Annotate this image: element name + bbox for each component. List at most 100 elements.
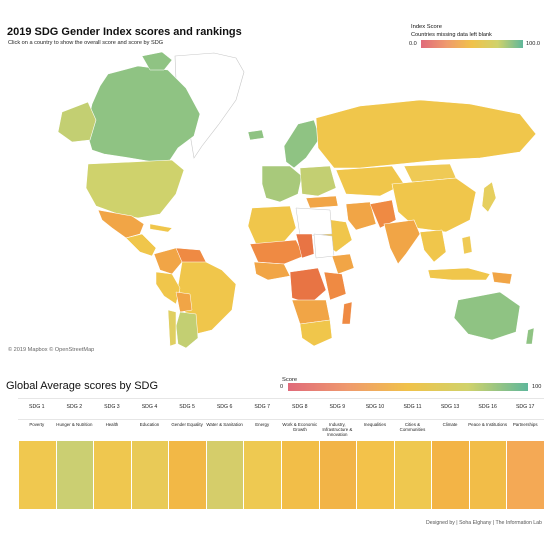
sdg-name: Energy <box>255 422 270 427</box>
index-score-color-scale <box>421 40 523 48</box>
country-sahel[interactable] <box>249 239 305 265</box>
sdg-grid-divider-line <box>18 419 544 420</box>
sdg-score-cell[interactable] <box>356 441 394 509</box>
sdg-score-cell[interactable] <box>281 441 319 509</box>
sdg-column[interactable]: SDG 10 Inequalities <box>356 398 394 509</box>
country-india[interactable] <box>383 219 421 265</box>
country-united-states[interactable] <box>85 159 185 219</box>
sdg-code: SDG 9 <box>329 404 346 410</box>
country-bolivia[interactable] <box>175 291 193 313</box>
world-choropleth-map[interactable] <box>0 48 550 348</box>
country-chile[interactable] <box>167 309 177 347</box>
sdg-code: SDG 7 <box>254 404 270 410</box>
sdg-column[interactable]: SDG 7 Energy <box>243 398 281 509</box>
sdg-score-cell[interactable] <box>431 441 469 509</box>
sdg-column[interactable]: SDG 2 Hunger & Nutrition <box>55 398 94 509</box>
sdg-name: Health <box>105 422 119 427</box>
country-kazakhstan[interactable] <box>335 165 405 197</box>
country-alaska[interactable] <box>57 101 97 143</box>
sdg-column[interactable]: SDG 4 Education <box>130 398 169 509</box>
sdg-name: Cities & Communities <box>399 422 426 433</box>
country-new-zealand[interactable] <box>525 327 535 345</box>
sdg-name: Climate <box>442 422 458 427</box>
index-score-legend-title: Index Score <box>411 24 442 30</box>
score-color-scale <box>288 383 528 391</box>
country-west-africa-coast[interactable] <box>253 261 291 281</box>
country-papua-new-guinea[interactable] <box>491 271 513 285</box>
map-subtitle: Click on a country to show the overall s… <box>8 40 164 46</box>
sdg-column[interactable]: SDG 13 Climate <box>431 398 469 509</box>
sdg-code: SDG 3 <box>104 404 120 410</box>
country-iceland[interactable] <box>247 129 265 141</box>
sdg-name: Hunger & Nutrition <box>56 422 93 427</box>
country-ethiopia[interactable] <box>331 253 355 275</box>
country-australia[interactable] <box>453 291 521 341</box>
index-score-legend-min: 0.0 <box>409 41 417 47</box>
sdg-score-cell[interactable] <box>130 441 169 509</box>
sdg-score-cell[interactable] <box>205 441 244 509</box>
sdg-score-cell[interactable] <box>93 441 131 509</box>
country-iran[interactable] <box>345 201 377 231</box>
country-madagascar[interactable] <box>341 301 353 325</box>
country-southeast-asia[interactable] <box>419 229 447 263</box>
country-canada-islands[interactable] <box>141 51 173 71</box>
country-chad[interactable] <box>295 233 315 259</box>
country-indonesia[interactable] <box>427 267 491 281</box>
sdg-name: Education <box>139 422 160 427</box>
sdg-score-cell[interactable] <box>393 441 432 509</box>
sdg-code: SDG 17 <box>515 404 535 410</box>
country-libya-egypt[interactable] <box>295 207 333 237</box>
sdg-score-cell[interactable] <box>243 441 281 509</box>
country-japan[interactable] <box>481 181 497 213</box>
country-russia[interactable] <box>315 99 537 169</box>
sdg-column[interactable]: SDG 11 Cities & Communities <box>393 398 432 509</box>
sdg-column[interactable]: SDG 8 Work & Economic Growth <box>281 398 319 509</box>
sdg-column[interactable]: SDG 6 Water & Sanitation <box>205 398 244 509</box>
sdg-name: Water & Sanitation <box>206 422 243 427</box>
sdg-column[interactable]: SDG 9 Industry, Infrastructure & Innovati… <box>318 398 357 509</box>
score-legend-min: 0 <box>280 384 284 390</box>
sdg-column[interactable]: SDG 17 Partnerships <box>506 398 544 509</box>
country-central-america[interactable] <box>125 233 157 257</box>
designer-credit: Designed by | Soha Elghany | The Informa… <box>426 520 542 526</box>
sdg-score-cell[interactable] <box>318 441 357 509</box>
sdg-column[interactable]: SDG 1 Poverty <box>18 398 56 509</box>
sdg-average-heatmap: SDG 1 Poverty SDG 2 Hunger & Nutrition SDG 3… <box>18 398 544 509</box>
country-southern-africa[interactable] <box>299 319 333 347</box>
sdg-score-cell[interactable] <box>18 441 56 509</box>
country-scandinavia[interactable] <box>283 119 321 169</box>
index-score-legend-subtitle: Countries missing data left blank <box>411 32 492 38</box>
country-china[interactable] <box>391 177 477 233</box>
sdg-section-title: Global Average scores by SDG <box>6 380 159 392</box>
score-legend-title: Score <box>282 377 298 383</box>
country-philippines[interactable] <box>461 235 473 255</box>
score-legend-max: 100 <box>532 384 542 390</box>
country-north-africa-west[interactable] <box>247 205 297 245</box>
country-peru[interactable] <box>155 271 181 305</box>
sdg-name: Partnerships <box>512 422 538 427</box>
country-colombia[interactable] <box>153 247 183 275</box>
sdg-column[interactable]: SDG 5 Gender Equality <box>168 398 206 509</box>
sdg-score-cell[interactable] <box>55 441 94 509</box>
sdg-score-cell[interactable] <box>468 441 507 509</box>
sdg-code: SDG 8 <box>291 404 308 410</box>
country-eastern-europe[interactable] <box>299 165 337 197</box>
country-drc[interactable] <box>289 267 327 305</box>
country-western-europe[interactable] <box>261 165 303 203</box>
sdg-score-cell[interactable] <box>506 441 544 509</box>
sdg-column[interactable]: SDG 3 Health <box>93 398 131 509</box>
country-angola-zambia[interactable] <box>291 299 331 325</box>
sdg-code: SDG 11 <box>403 404 422 410</box>
country-argentina[interactable] <box>175 311 199 348</box>
sdg-code: SDG 2 <box>66 404 83 410</box>
sdg-column[interactable]: SDG 16 Peace & Institutions <box>468 398 507 509</box>
country-east-africa[interactable] <box>323 271 347 301</box>
country-turkey[interactable] <box>305 195 339 209</box>
sdg-code: SDG 1 <box>28 404 45 410</box>
country-sudan[interactable] <box>313 233 335 259</box>
country-afghanistan-pakistan[interactable] <box>369 199 397 229</box>
sdg-code: SDG 16 <box>478 404 497 410</box>
sdg-name: Work & Economic Growth <box>282 422 318 433</box>
sdg-score-cell[interactable] <box>168 441 206 509</box>
country-cuba[interactable] <box>149 223 173 233</box>
